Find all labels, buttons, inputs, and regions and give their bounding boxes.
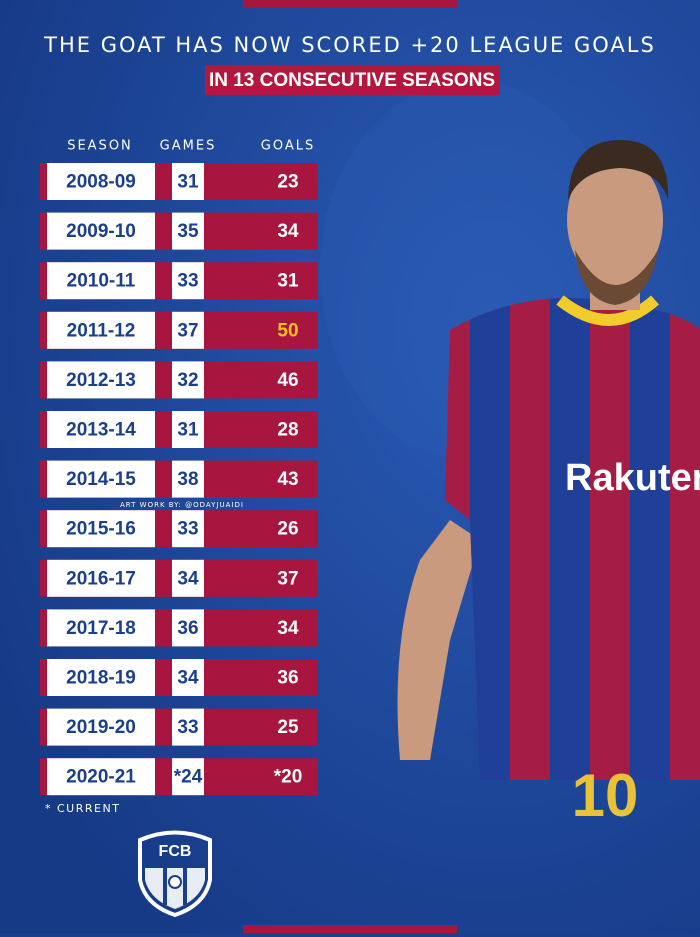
season: 2014-15 — [66, 469, 136, 490]
games: 38 — [177, 469, 198, 490]
goals: 34 — [277, 221, 299, 242]
games: 33 — [177, 717, 198, 738]
goals: 50 — [277, 320, 298, 341]
top-bar — [243, 0, 457, 8]
games: 34 — [177, 568, 199, 589]
season: 2012-13 — [66, 370, 136, 391]
goals: 37 — [277, 568, 298, 589]
subtitle: IN 13 CONSECUTIVE SEASONS — [209, 70, 495, 91]
games: 33 — [177, 519, 198, 540]
season: 2008-09 — [66, 172, 136, 193]
games: 35 — [177, 221, 199, 242]
credit: ART WORK BY: @ODAYJUAIDI — [120, 501, 244, 509]
logo-text: FCB — [159, 843, 192, 860]
goals: 43 — [277, 469, 298, 490]
games: 32 — [177, 370, 198, 391]
column-header: GOALS — [261, 139, 315, 154]
games: *24 — [174, 767, 203, 788]
goals: 34 — [277, 618, 299, 639]
games: 31 — [177, 420, 199, 441]
goals: 25 — [277, 717, 299, 738]
games: 37 — [177, 320, 198, 341]
season: 2010-11 — [67, 271, 136, 292]
season: 2016-17 — [66, 568, 136, 589]
season: 2018-19 — [66, 668, 136, 689]
season: 2017-18 — [66, 618, 136, 639]
season: 2013-14 — [66, 420, 136, 441]
season: 2020-21 — [66, 767, 136, 788]
season: 2011-12 — [67, 320, 136, 341]
shirt-sponsor: Rakuten — [565, 457, 700, 499]
games: 33 — [177, 271, 198, 292]
column-header: SEASON — [67, 139, 133, 154]
goals: 28 — [277, 420, 298, 441]
season: 2015-16 — [66, 519, 136, 540]
season: 2019-20 — [66, 717, 136, 738]
goals: 36 — [277, 668, 298, 689]
goals: 23 — [277, 172, 298, 193]
bottom-bar — [243, 925, 457, 933]
goals: 26 — [277, 519, 298, 540]
games: 34 — [177, 668, 199, 689]
season: 2009-10 — [66, 221, 136, 242]
column-header: GAMES — [160, 139, 217, 154]
goals: 31 — [277, 271, 299, 292]
shirt-number: 10 — [572, 762, 639, 829]
games: 36 — [177, 618, 198, 639]
games: 31 — [177, 172, 199, 193]
goals: 46 — [277, 370, 298, 391]
footnote: * CURRENT — [45, 802, 120, 815]
goals: *20 — [274, 767, 303, 788]
title: THE GOAT HAS NOW SCORED +20 LEAGUE GOALS — [43, 33, 656, 57]
